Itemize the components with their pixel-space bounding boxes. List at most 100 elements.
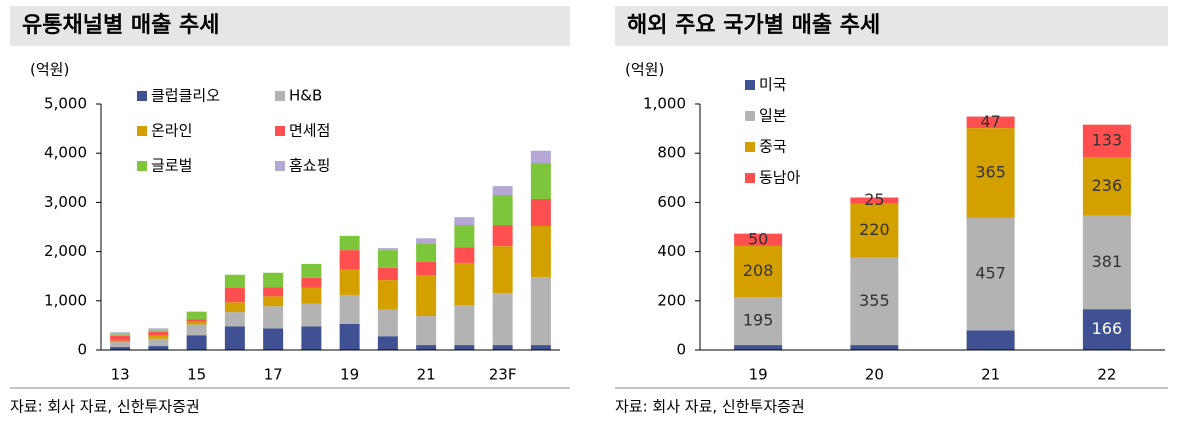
x-tick-label: 19 (340, 366, 359, 384)
bar-segment (110, 332, 131, 335)
bar-segment (224, 274, 245, 289)
chart-title: 해외 주요 국가별 매출 추세 (627, 13, 880, 38)
bar-segment (492, 292, 513, 346)
value-label: 47 (980, 112, 1000, 131)
bar-segment (530, 345, 551, 350)
bar-segment (416, 243, 437, 262)
source-note: 자료: 회사 자료, 신한투자증권 (10, 398, 200, 416)
unit-label: (억원) (625, 61, 664, 79)
bar-segment (110, 342, 131, 348)
value-label: 25 (864, 190, 884, 209)
bar-segment (339, 250, 360, 270)
bar-segment (186, 324, 207, 336)
bar-segment (492, 345, 513, 350)
bar-segment (454, 217, 475, 226)
x-tick-label: 22 (1097, 366, 1116, 384)
bar-segment (416, 275, 437, 317)
y-tick-label: 1,000 (44, 291, 87, 309)
legend-swatch (275, 126, 285, 136)
value-label: 208 (743, 261, 774, 280)
legend-label: H&B (289, 87, 322, 105)
bar-segment (186, 319, 207, 322)
bar-segment (734, 297, 783, 346)
x-tick-label: 15 (187, 366, 206, 384)
legend-label: 클럽클리오 (151, 87, 220, 105)
bar-segment (492, 246, 513, 293)
chart-title: 유통채널별 매출 추세 (22, 13, 219, 38)
bar-segment (454, 345, 475, 350)
bar-segment (966, 330, 1015, 350)
bar-segment (530, 150, 551, 164)
bar-segment (377, 250, 398, 268)
value-label: 133 (1092, 131, 1123, 150)
legend-swatch (275, 161, 285, 171)
value-label: 195 (743, 311, 774, 330)
legend-swatch (745, 173, 755, 183)
bar-segment (734, 345, 783, 350)
bar-segment (148, 346, 169, 350)
bar-segment (148, 330, 169, 332)
x-tick-label: 13 (111, 366, 130, 384)
bar-segment (263, 272, 284, 288)
x-tick-label: 21 (981, 366, 1000, 384)
bar-segment (966, 128, 1015, 218)
bar-segment (186, 311, 207, 320)
bar-segment (492, 195, 513, 226)
value-label: 355 (859, 291, 890, 310)
legend-label: 미국 (759, 76, 787, 94)
bar-segment (148, 331, 169, 336)
bar-segment (263, 306, 284, 329)
bar-segment (492, 186, 513, 196)
bar-segment (377, 248, 398, 251)
value-label: 381 (1092, 252, 1123, 271)
y-tick-label: 800 (657, 144, 686, 162)
bar-segment (377, 309, 398, 337)
legend-label: 온라인 (151, 122, 192, 140)
bar-segment (850, 203, 899, 258)
legend-swatch (745, 142, 755, 152)
legend-swatch (745, 80, 755, 90)
bar-segment (339, 294, 360, 324)
bar-segment (966, 217, 1015, 331)
legend-swatch (275, 91, 285, 101)
value-label: 236 (1092, 176, 1123, 195)
bar-segment (416, 261, 437, 276)
bar-segment (850, 257, 899, 346)
bar-segment (110, 335, 131, 341)
bar-segment (301, 326, 322, 350)
value-label: 220 (859, 220, 890, 239)
legend-swatch (137, 126, 147, 136)
bar-segment (301, 263, 322, 278)
bar-segment (224, 302, 245, 313)
x-tick-label: 21 (417, 366, 436, 384)
bar-segment (377, 280, 398, 310)
bar-segment (263, 328, 284, 350)
legend-swatch (745, 111, 755, 121)
bar-segment (301, 287, 322, 304)
bar-segment (263, 287, 284, 297)
bar-segment (186, 321, 207, 325)
bar-segment (339, 269, 360, 295)
y-tick-label: 600 (657, 193, 686, 211)
bar-segment (263, 296, 284, 307)
bar-segment (530, 163, 551, 199)
x-tick-label: 17 (264, 366, 283, 384)
y-tick-label: 3,000 (44, 193, 87, 211)
bar-segment (148, 338, 169, 347)
bar-segment (224, 312, 245, 327)
legend-label: 동남아 (759, 169, 801, 187)
bar-segment (148, 328, 169, 331)
bar-segment (1082, 215, 1131, 310)
bar-segment (224, 288, 245, 303)
legend-swatch (137, 161, 147, 171)
bar-segment (966, 116, 1015, 129)
bar-segment (1082, 309, 1131, 350)
header-band (615, 6, 1168, 46)
bar-segment (224, 326, 245, 350)
legend-label: 면세점 (289, 122, 330, 140)
bar-segment (850, 345, 899, 350)
bar-segment (850, 197, 899, 204)
bar-segment (530, 277, 551, 346)
x-tick-label: 23F (489, 366, 517, 384)
y-tick-label: 1,000 (643, 95, 686, 113)
